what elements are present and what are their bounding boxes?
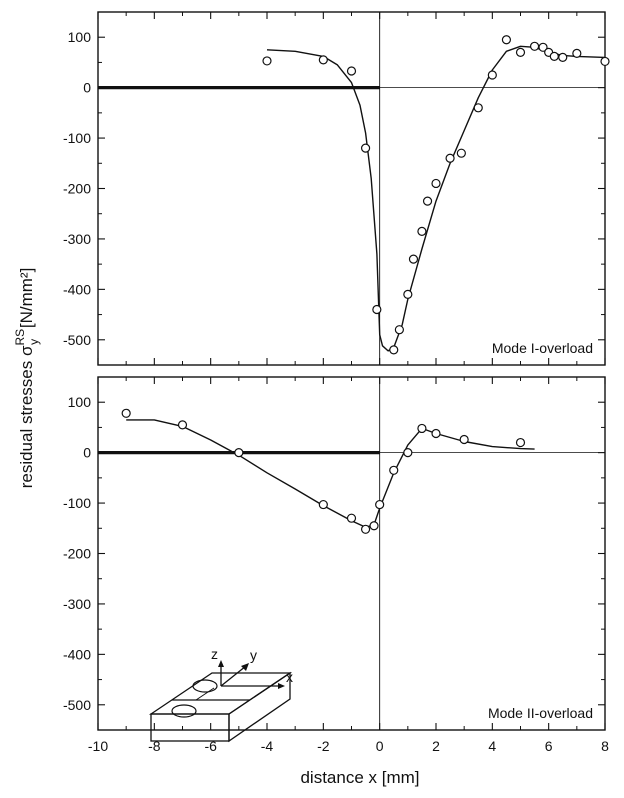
data-point-mode-ii xyxy=(515,437,526,448)
inset-x-arrowhead xyxy=(278,683,285,689)
y-tick-label-mode-i: -100 xyxy=(63,130,91,146)
inset-y-axis xyxy=(220,665,247,687)
data-point-mode-i xyxy=(318,55,328,65)
panel-label-mode-ii: Mode II-overload xyxy=(488,705,593,721)
x-tick-label: 8 xyxy=(601,738,609,754)
x-tick-label: 2 xyxy=(432,738,440,754)
y-tick-label-mode-ii: 100 xyxy=(68,394,92,410)
data-point-mode-i xyxy=(394,325,404,335)
y-tick-label-mode-i: 100 xyxy=(68,29,92,45)
y-tick-label-mode-i: -300 xyxy=(63,231,91,247)
y-tick-label-mode-ii: -100 xyxy=(63,495,91,511)
data-point-mode-i xyxy=(558,52,568,62)
data-point-mode-ii xyxy=(369,521,379,531)
data-point-mode-i xyxy=(360,143,371,153)
y-tick-label-mode-ii: 0 xyxy=(83,445,91,461)
y-tick-label-mode-i: -500 xyxy=(63,332,91,348)
y-tick-label-mode-ii: -500 xyxy=(63,697,91,713)
data-point-mode-ii xyxy=(121,408,131,418)
data-point-mode-ii xyxy=(431,428,441,439)
data-point-mode-i xyxy=(403,289,413,299)
data-point-mode-ii xyxy=(389,465,399,475)
y-tick-label-mode-i: 0 xyxy=(83,80,91,96)
data-point-mode-i xyxy=(422,196,433,206)
data-point-mode-i xyxy=(572,48,582,58)
x-tick-label: -4 xyxy=(261,738,274,754)
data-point-mode-i xyxy=(501,35,512,45)
x-tick-label: 6 xyxy=(545,738,553,754)
panel-mode-i: 100 0 -100 -200 -300 -400 -500 Mode I-overload xyxy=(63,11,610,366)
data-point-mode-i xyxy=(262,56,272,66)
data-point-mode-i xyxy=(473,103,483,113)
data-point-mode-ii xyxy=(234,448,244,458)
plot-frame-mode-ii xyxy=(97,376,606,731)
fit-curve-mode-i xyxy=(266,45,606,352)
x-tick-label: -6 xyxy=(204,738,217,754)
inset-z-arrowhead xyxy=(218,660,224,667)
inset-y-label: y xyxy=(250,647,257,663)
panel-label-mode-i: Mode I-overload xyxy=(492,340,593,356)
x-tick-label: 4 xyxy=(488,738,496,754)
data-point-mode-i xyxy=(408,254,419,264)
inset-z-label: z xyxy=(211,646,218,662)
x-axis-title: distance x [mm] xyxy=(300,768,419,787)
y-tick-label-mode-ii: -400 xyxy=(63,646,91,662)
data-point-mode-i xyxy=(445,153,455,163)
data-point-mode-i xyxy=(538,42,548,52)
data-point-mode-i xyxy=(515,47,526,57)
data-point-mode-i xyxy=(529,41,540,51)
data-point-mode-i xyxy=(389,345,399,355)
inset-y-arrowhead xyxy=(241,663,249,671)
fit-curve-mode-ii xyxy=(126,419,535,528)
data-point-mode-ii xyxy=(417,423,427,434)
x-tick-label: -8 xyxy=(148,738,161,754)
specimen-front-face xyxy=(150,713,230,742)
panel-mode-ii: 100 0 -100 -200 -300 -400 -500 -10 -8 -6 -4 -2 0 2 4 6 8… xyxy=(63,376,609,754)
data-point-mode-ii xyxy=(375,499,385,510)
x-tick-label: 0 xyxy=(376,738,384,754)
data-point-mode-i xyxy=(346,66,357,76)
specimen-groove-edge xyxy=(195,687,215,701)
y-tick-label-mode-i: -200 xyxy=(63,181,91,197)
data-point-mode-i xyxy=(549,51,559,61)
specimen-side-face xyxy=(228,671,291,743)
data-point-mode-i xyxy=(431,178,441,189)
data-point-mode-ii xyxy=(177,420,188,430)
specimen-hole-upper xyxy=(192,679,218,693)
data-point-mode-ii xyxy=(346,513,357,523)
data-point-mode-i xyxy=(372,304,382,315)
data-point-mode-ii xyxy=(360,524,371,534)
y-tick-label-mode-ii: -300 xyxy=(63,596,91,612)
data-point-mode-ii xyxy=(318,499,328,510)
data-point-mode-i xyxy=(417,226,427,236)
x-tick-label: -2 xyxy=(317,738,330,754)
y-tick-label-mode-i: -400 xyxy=(63,281,91,297)
data-point-mode-i xyxy=(600,56,610,67)
data-point-mode-ii xyxy=(459,434,469,445)
y-tick-label-mode-ii: -200 xyxy=(63,546,91,562)
inset-x-label: x xyxy=(286,669,293,685)
data-point-mode-ii xyxy=(403,448,413,458)
specimen-hole-lower xyxy=(171,704,197,718)
y-axis-title: residual stresses σRSy [N/mm²] xyxy=(13,268,41,489)
x-tick-label: -10 xyxy=(88,738,108,754)
plot-frame-mode-i xyxy=(97,11,606,366)
data-point-mode-i xyxy=(456,148,466,158)
specimen-inset: z y x xyxy=(148,646,293,743)
data-point-mode-i xyxy=(487,70,497,80)
